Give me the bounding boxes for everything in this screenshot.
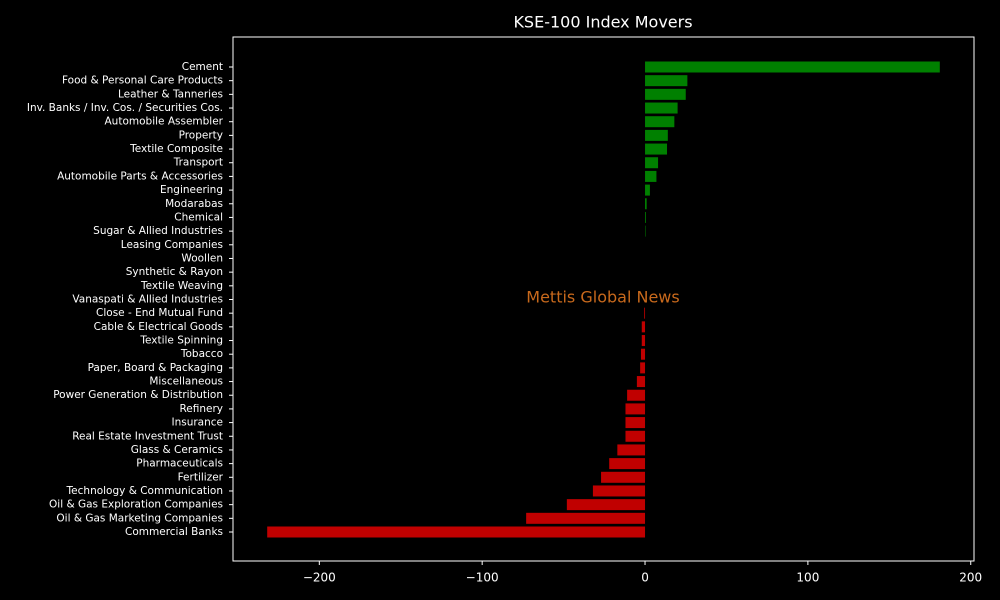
y-tick-label: Property	[179, 129, 223, 141]
bar	[640, 362, 646, 374]
y-tick-label: Leather & Tanneries	[118, 88, 223, 100]
y-tick-label: Automobile Parts & Accessories	[57, 170, 223, 182]
y-tick-label: Automobile Assembler	[105, 116, 224, 128]
y-tick-label: Transport	[173, 157, 223, 169]
bar	[644, 307, 646, 319]
bar	[625, 417, 646, 429]
bar	[625, 430, 646, 442]
y-tick-label: Pharmaceuticals	[136, 458, 223, 470]
bar	[526, 512, 646, 524]
y-tick-label: Real Estate Investment Trust	[72, 430, 223, 442]
y-tick-label: Refinery	[179, 403, 223, 415]
bar	[645, 211, 646, 223]
y-tick-label: Inv. Banks / Inv. Cos. / Securities Cos.	[27, 102, 223, 114]
y-tick-label: Textile Composite	[129, 143, 223, 155]
bar	[645, 143, 668, 155]
bar	[645, 129, 668, 141]
bar	[645, 157, 659, 169]
y-tick-label: Textile Weaving	[140, 280, 223, 292]
chart-title: KSE-100 Index Movers	[513, 13, 692, 32]
x-tick-label: −200	[303, 571, 336, 585]
bar	[566, 499, 646, 511]
y-tick-label: Close - End Mutual Fund	[96, 307, 223, 319]
y-tick-label: Paper, Board & Packaging	[88, 362, 223, 374]
y-tick-label: Leasing Companies	[121, 239, 223, 251]
y-tick-label: Textile Spinning	[139, 335, 223, 347]
y-tick-label: Fertilizer	[178, 471, 224, 483]
y-tick-label: Woollen	[181, 252, 223, 264]
y-tick-label: Chemical	[174, 211, 223, 223]
y-tick-label: Synthetic & Rayon	[126, 266, 223, 278]
y-tick-label: Cement	[182, 61, 223, 73]
y-tick-label: Commercial Banks	[125, 526, 223, 538]
y-tick-label: Sugar & Allied Industries	[93, 225, 223, 237]
y-tick-label: Engineering	[160, 184, 223, 196]
bar	[625, 403, 646, 415]
bar	[601, 471, 646, 483]
bar	[645, 102, 678, 114]
x-tick-label: −100	[466, 571, 499, 585]
x-tick-label: 200	[959, 571, 982, 585]
y-tick-label: Glass & Ceramics	[131, 444, 223, 456]
y-tick-label: Oil & Gas Marketing Companies	[56, 512, 223, 524]
y-tick-label: Cable & Electrical Goods	[94, 321, 223, 333]
bar	[645, 170, 657, 182]
bar	[609, 458, 646, 470]
bar	[267, 526, 646, 538]
y-tick-label: Vanaspati & Allied Industries	[72, 294, 223, 306]
bar	[645, 116, 675, 128]
bar	[640, 348, 646, 360]
bar	[645, 198, 647, 210]
y-tick-label: Miscellaneous	[149, 376, 223, 388]
y-tick-label: Food & Personal Care Products	[62, 75, 223, 87]
bar	[641, 335, 646, 347]
bar	[627, 389, 646, 401]
y-tick-label: Power Generation & Distribution	[53, 389, 223, 401]
y-tick-label: Oil & Gas Exploration Companies	[49, 499, 223, 511]
bar	[645, 184, 650, 196]
bar	[592, 485, 646, 497]
bar	[617, 444, 646, 456]
y-tick-label: Insurance	[171, 417, 223, 429]
bar	[636, 376, 646, 388]
y-tick-label: Tobacco	[180, 348, 223, 360]
watermark: Mettis Global News	[526, 288, 679, 307]
bar	[645, 88, 686, 100]
bar	[645, 75, 688, 87]
y-tick-label: Technology & Communication	[66, 485, 223, 497]
bar	[645, 61, 940, 73]
x-tick-label: 0	[641, 571, 649, 585]
x-tick-label: 100	[796, 571, 819, 585]
bar	[641, 321, 646, 333]
y-tick-label: Modarabas	[165, 198, 223, 210]
